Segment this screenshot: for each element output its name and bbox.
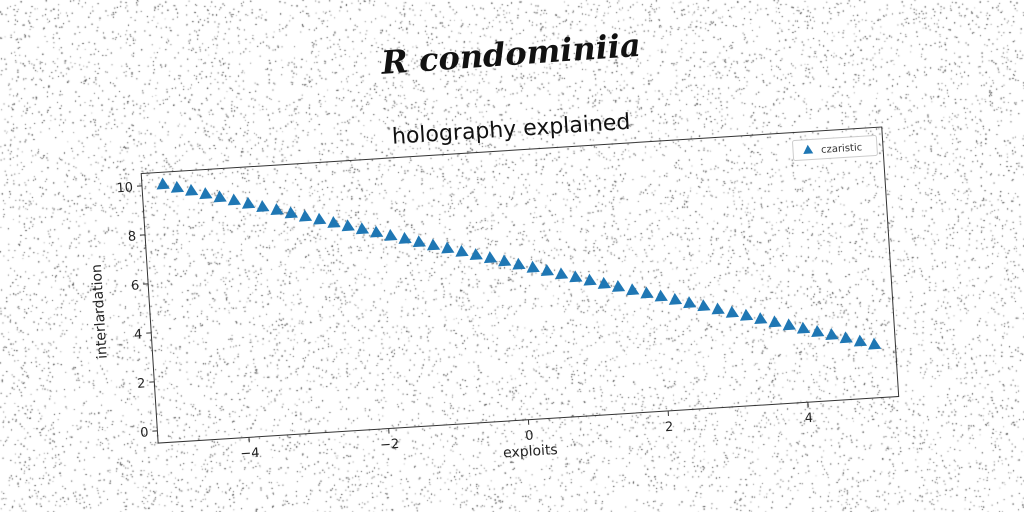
y-axis-label: interlardation bbox=[89, 264, 111, 360]
data-point-triangle bbox=[554, 267, 568, 279]
y-axis: 0 2 4 6 8 10 bbox=[116, 180, 158, 442]
data-point-triangle bbox=[782, 318, 796, 330]
data-point-triangle bbox=[526, 260, 540, 272]
data-point-triangle bbox=[469, 248, 483, 260]
data-point-triangle bbox=[853, 334, 867, 346]
data-point-triangle bbox=[611, 280, 625, 292]
data-point-triangle bbox=[540, 264, 554, 276]
data-point-triangle bbox=[398, 232, 412, 244]
data-point-triangle bbox=[668, 292, 682, 304]
y-tick-label: 10 bbox=[116, 180, 133, 196]
data-point-triangle bbox=[753, 312, 767, 324]
plot-frame bbox=[141, 127, 898, 443]
data-point-triangle bbox=[583, 273, 597, 285]
data-point-triangle bbox=[597, 277, 611, 289]
y-tick-label: 2 bbox=[137, 376, 146, 391]
plot-group: holography explained −4 −2 0 2 4 0 2 4 6 8 10 exp… bbox=[81, 94, 901, 487]
x-tick-label: −4 bbox=[240, 446, 260, 462]
data-point-triangle bbox=[796, 321, 810, 333]
x-tick-label: 2 bbox=[665, 420, 674, 435]
data-point-triangle bbox=[170, 180, 184, 192]
legend: czaristic bbox=[792, 135, 877, 160]
data-point-triangle bbox=[839, 331, 853, 343]
data-point-triangle bbox=[426, 238, 440, 250]
data-point-triangle bbox=[512, 257, 526, 269]
data-point-triangle bbox=[697, 299, 711, 311]
y-tick-label: 4 bbox=[134, 327, 143, 342]
data-point-triangle bbox=[341, 219, 355, 231]
data-point-triangle bbox=[711, 302, 725, 314]
data-point-triangle bbox=[355, 222, 369, 234]
chart-title: holography explained bbox=[391, 110, 631, 150]
data-point-triangle bbox=[768, 315, 782, 327]
data-point-triangle bbox=[369, 225, 383, 237]
data-point-triangle bbox=[739, 308, 753, 320]
data-point-triangle bbox=[156, 177, 170, 189]
data-point-triangle bbox=[199, 187, 213, 199]
data-point-triangle bbox=[725, 305, 739, 317]
data-point-triangle bbox=[625, 283, 639, 295]
y-tick-label: 6 bbox=[131, 278, 140, 293]
data-point-triangle bbox=[825, 328, 839, 340]
data-point-triangle bbox=[497, 254, 511, 266]
data-point-triangle bbox=[241, 196, 255, 208]
x-tick-label: −2 bbox=[380, 437, 400, 453]
data-point-triangle bbox=[483, 251, 497, 263]
data-point-triangle bbox=[640, 286, 654, 298]
y-tick-label: 0 bbox=[140, 425, 149, 440]
data-point-triangle bbox=[568, 270, 582, 282]
y-tick-label: 8 bbox=[127, 229, 136, 244]
data-point-triangle bbox=[255, 200, 269, 212]
data-point-triangle bbox=[298, 209, 312, 221]
data-point-triangle bbox=[327, 216, 341, 228]
data-point-triangle bbox=[810, 325, 824, 337]
data-point-triangle bbox=[654, 289, 668, 301]
x-tick-label: 4 bbox=[804, 411, 813, 426]
data-point-triangle bbox=[384, 228, 398, 240]
data-point-triangle bbox=[682, 296, 696, 308]
x-axis-label: exploits bbox=[503, 442, 559, 461]
data-point-triangle bbox=[412, 235, 426, 247]
data-point-triangle bbox=[284, 206, 298, 218]
x-tick-label: 0 bbox=[525, 428, 534, 443]
data-point-triangle bbox=[440, 241, 454, 253]
data-point-triangle bbox=[312, 212, 326, 224]
data-point-triangle bbox=[455, 244, 469, 256]
data-point-triangle bbox=[227, 193, 241, 205]
data-point-triangle bbox=[213, 190, 227, 202]
data-point-triangle bbox=[270, 203, 284, 215]
data-point-triangle bbox=[184, 183, 198, 195]
series-czaristic bbox=[156, 133, 881, 393]
data-point-triangle bbox=[867, 337, 881, 349]
